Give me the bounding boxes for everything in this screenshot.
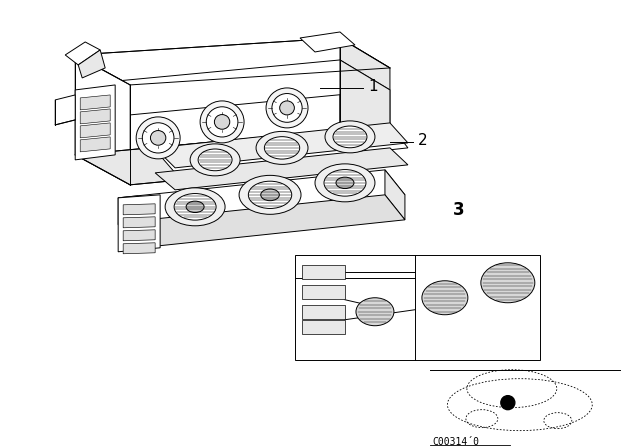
Ellipse shape	[248, 181, 292, 208]
Polygon shape	[123, 217, 155, 228]
Polygon shape	[76, 60, 390, 115]
Polygon shape	[340, 60, 390, 160]
Polygon shape	[302, 285, 345, 299]
Polygon shape	[300, 32, 355, 52]
Ellipse shape	[324, 169, 366, 196]
Ellipse shape	[315, 164, 375, 202]
Polygon shape	[76, 130, 390, 185]
Polygon shape	[118, 170, 405, 223]
Ellipse shape	[239, 175, 301, 214]
Ellipse shape	[214, 115, 230, 129]
Ellipse shape	[272, 94, 302, 122]
Polygon shape	[118, 195, 160, 252]
Polygon shape	[76, 55, 130, 185]
Ellipse shape	[422, 281, 468, 315]
Ellipse shape	[260, 189, 279, 201]
Ellipse shape	[186, 201, 204, 212]
Ellipse shape	[200, 101, 244, 143]
Ellipse shape	[174, 194, 216, 220]
Text: 3: 3	[453, 201, 465, 219]
Polygon shape	[385, 170, 405, 220]
Polygon shape	[118, 196, 140, 225]
Ellipse shape	[481, 263, 535, 303]
Polygon shape	[80, 109, 110, 124]
Ellipse shape	[136, 117, 180, 159]
Polygon shape	[302, 320, 345, 334]
Ellipse shape	[336, 177, 354, 189]
Ellipse shape	[142, 123, 174, 153]
Polygon shape	[155, 125, 408, 173]
Polygon shape	[80, 123, 110, 138]
Circle shape	[501, 396, 515, 409]
Polygon shape	[65, 42, 100, 65]
Ellipse shape	[333, 126, 367, 148]
Text: 1: 1	[368, 79, 378, 95]
Polygon shape	[295, 255, 540, 360]
Polygon shape	[340, 38, 390, 155]
Ellipse shape	[190, 144, 240, 176]
Ellipse shape	[165, 188, 225, 226]
Polygon shape	[118, 195, 405, 248]
Ellipse shape	[264, 137, 300, 159]
Polygon shape	[78, 50, 105, 78]
Polygon shape	[302, 305, 345, 319]
Ellipse shape	[256, 131, 308, 164]
Polygon shape	[123, 204, 155, 215]
Ellipse shape	[198, 149, 232, 171]
Polygon shape	[155, 123, 408, 168]
Polygon shape	[123, 230, 155, 241]
Polygon shape	[55, 95, 76, 125]
Polygon shape	[76, 38, 390, 85]
Polygon shape	[80, 95, 110, 110]
Text: C00314´0: C00314´0	[432, 437, 479, 447]
Polygon shape	[155, 148, 408, 190]
Text: 2: 2	[418, 134, 428, 148]
Ellipse shape	[150, 130, 166, 145]
Polygon shape	[123, 243, 155, 254]
Ellipse shape	[280, 101, 294, 115]
Polygon shape	[76, 85, 115, 160]
Ellipse shape	[356, 298, 394, 326]
Ellipse shape	[325, 121, 375, 153]
Polygon shape	[80, 137, 110, 152]
Polygon shape	[302, 265, 345, 279]
Ellipse shape	[206, 107, 238, 137]
Ellipse shape	[266, 88, 308, 128]
